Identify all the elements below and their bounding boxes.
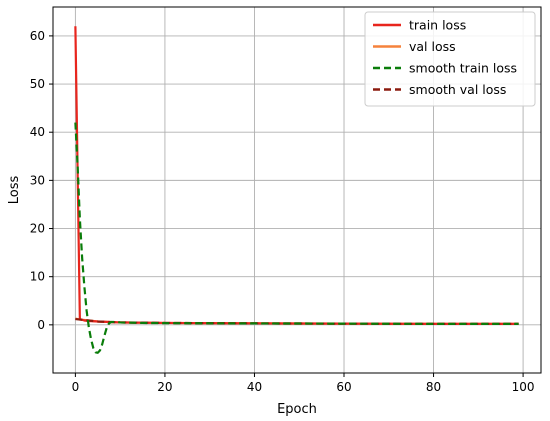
plot-frame <box>52 6 542 374</box>
y-tick-label: 50 <box>30 77 45 91</box>
legend-label: smooth val loss <box>409 82 506 97</box>
x-tick-label: 60 <box>336 380 351 394</box>
y-tick-label: 10 <box>30 270 45 284</box>
legend-label: train loss <box>409 18 466 33</box>
y-tick-label: 40 <box>30 125 45 139</box>
x-axis-label: Epoch <box>277 402 317 417</box>
legend-label: smooth train loss <box>409 61 517 76</box>
y-tick-label: 30 <box>30 173 45 187</box>
y-tick-label: 0 <box>37 318 45 332</box>
x-tick-label: 20 <box>157 380 172 394</box>
legend-label: val loss <box>409 39 456 54</box>
axis-ticks: 0 20 40 60 80 100 0 10 20 30 40 50 60 <box>30 29 535 394</box>
x-tick-label: 100 <box>512 380 535 394</box>
grid <box>53 7 541 373</box>
y-tick-label: 20 <box>30 222 45 236</box>
y-axis-label: Loss <box>7 176 22 205</box>
x-tick-label: 0 <box>72 380 80 394</box>
x-tick-label: 80 <box>426 380 441 394</box>
legend: train loss val loss smooth train loss smoot… <box>364 11 536 107</box>
series-layer <box>74 26 519 354</box>
legend-box <box>364 11 536 107</box>
series-line-smooth-train-loss <box>74 122 519 354</box>
y-tick-label: 60 <box>30 29 45 43</box>
x-tick-label: 40 <box>247 380 262 394</box>
